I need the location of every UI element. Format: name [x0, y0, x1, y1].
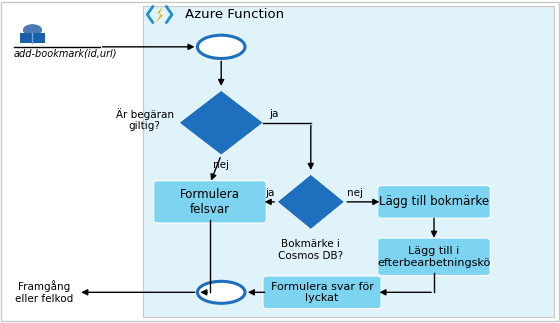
Text: Formulera svar för
lyckat: Formulera svar för lyckat	[270, 282, 374, 303]
Ellipse shape	[197, 35, 245, 58]
FancyBboxPatch shape	[20, 33, 45, 43]
Text: Azure Function: Azure Function	[185, 8, 284, 21]
Text: Formulera
felsvar: Formulera felsvar	[180, 188, 240, 216]
Text: Är begäran
giltig?: Är begäran giltig?	[115, 108, 174, 131]
FancyBboxPatch shape	[263, 276, 381, 309]
Text: nej: nej	[213, 160, 229, 170]
FancyBboxPatch shape	[377, 238, 491, 276]
Text: ja: ja	[269, 109, 278, 119]
Text: add-bookmark(id,url): add-bookmark(id,url)	[14, 48, 118, 58]
Ellipse shape	[197, 281, 245, 303]
FancyBboxPatch shape	[153, 181, 266, 223]
Text: ja: ja	[265, 188, 274, 198]
Circle shape	[24, 25, 41, 35]
Text: Framgång
eller felkod: Framgång eller felkod	[15, 281, 73, 304]
Text: Bokmärke i
Cosmos DB?: Bokmärke i Cosmos DB?	[278, 239, 343, 261]
FancyBboxPatch shape	[143, 6, 554, 317]
Polygon shape	[156, 6, 163, 23]
Polygon shape	[179, 90, 263, 155]
Text: nej: nej	[347, 188, 363, 198]
Text: Lägg till i
efterbearbetningskö: Lägg till i efterbearbetningskö	[377, 246, 491, 267]
Polygon shape	[277, 174, 344, 229]
Text: Lägg till bokmärke: Lägg till bokmärke	[379, 195, 489, 208]
FancyBboxPatch shape	[377, 185, 491, 218]
